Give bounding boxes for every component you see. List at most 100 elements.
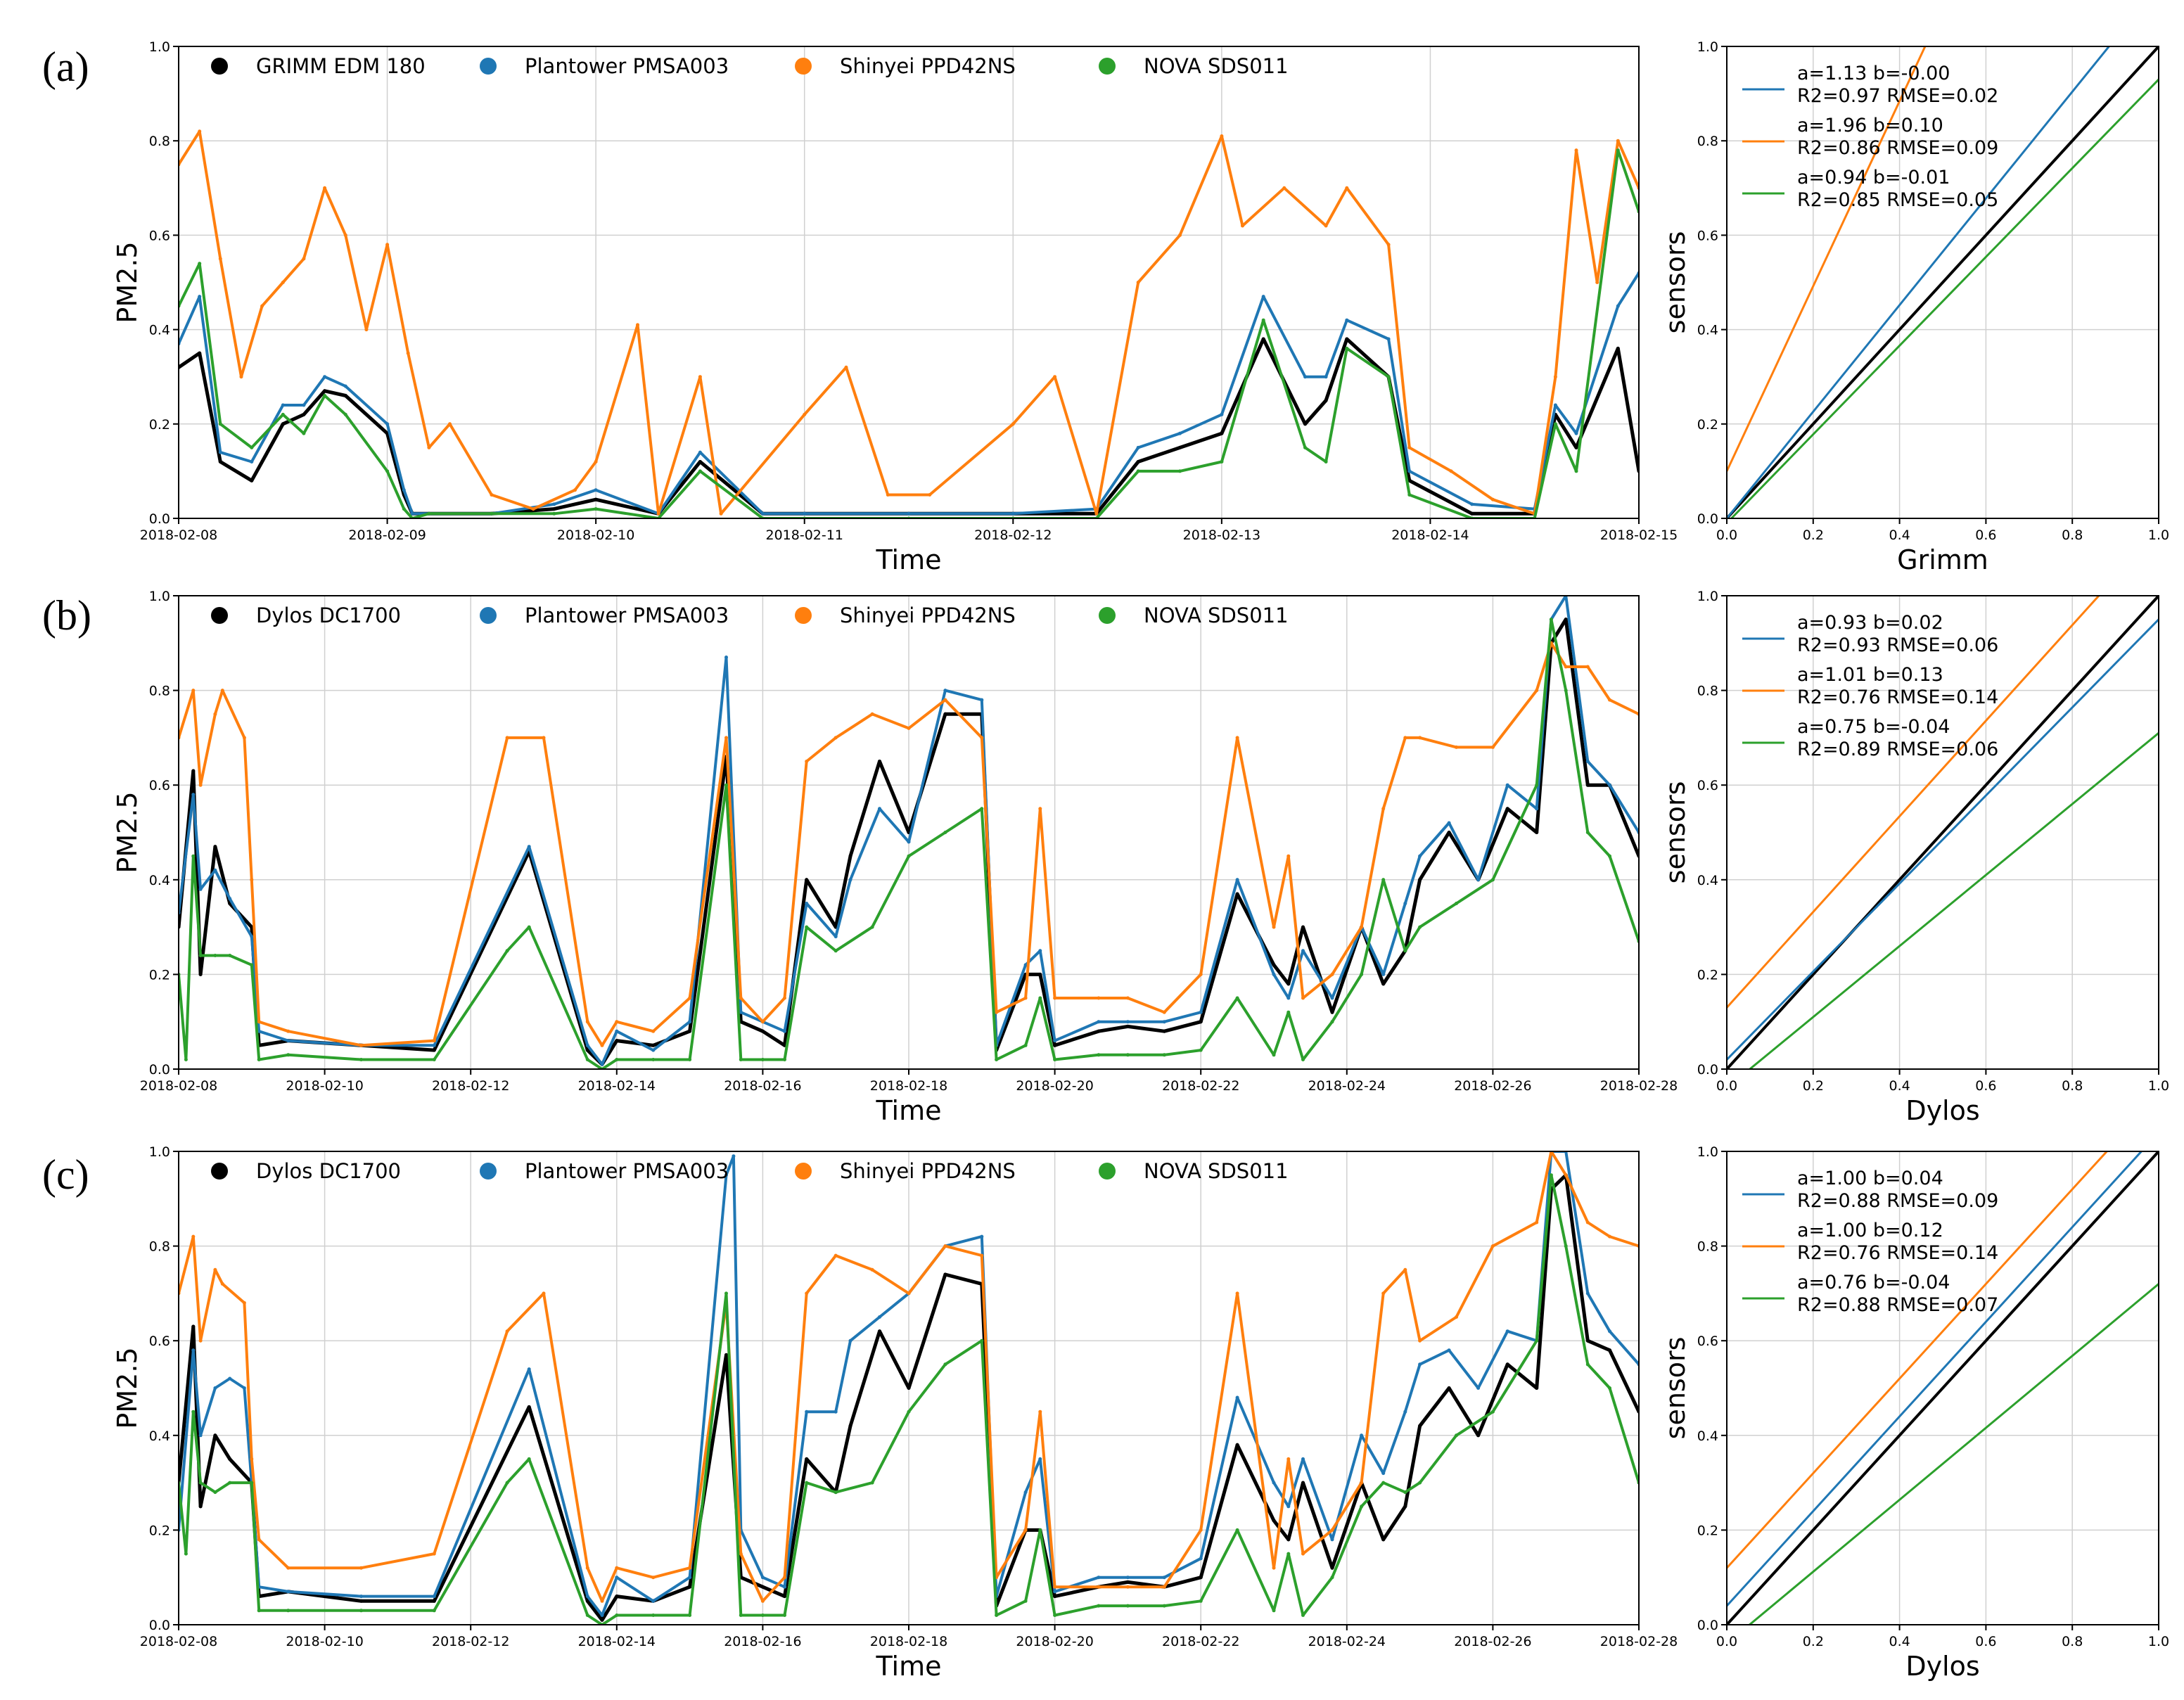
x-tick-label: 2018-02-20 [1016, 1078, 1093, 1094]
y-tick-label: 0.0 [1697, 1062, 1718, 1078]
data-point [1476, 878, 1481, 882]
data-point [870, 1481, 874, 1485]
data-point [505, 949, 509, 953]
plot-frame [1726, 1151, 2159, 1625]
data-point [1381, 972, 1386, 976]
data-point [1235, 736, 1239, 740]
data-point [594, 507, 598, 511]
data-point [1053, 1585, 1057, 1589]
data-point [615, 1613, 619, 1617]
data-point [1403, 1267, 1407, 1272]
data-point [1535, 783, 1539, 787]
data-point [1386, 375, 1391, 379]
data-point [228, 1481, 232, 1485]
data-point [198, 295, 202, 299]
data-point [907, 726, 911, 730]
data-point [585, 1613, 589, 1617]
data-point [505, 1481, 509, 1485]
data-point [1407, 478, 1412, 482]
fit-line [1727, 618, 2159, 1061]
data-point [1418, 925, 1422, 929]
fit-coefficients: a=0.75 b=-0.04 [1797, 716, 1950, 738]
data-point [1418, 878, 1422, 882]
data-point [1094, 511, 1099, 516]
data-point [1535, 1338, 1539, 1343]
data-point [870, 925, 874, 929]
data-point [1162, 1020, 1166, 1024]
data-point [505, 1329, 509, 1334]
data-point [250, 1457, 254, 1461]
data-point [505, 736, 509, 740]
data-point [870, 1267, 874, 1272]
data-point [198, 954, 203, 957]
data-point [1608, 1348, 1611, 1353]
data-point [191, 854, 196, 858]
data-point [1220, 460, 1224, 464]
data-point [1301, 996, 1305, 1000]
data-point [760, 1020, 765, 1024]
data-point [1490, 745, 1495, 749]
data-point [615, 1039, 619, 1043]
x-tick-label: 2018-02-16 [724, 1078, 801, 1094]
data-point [1447, 831, 1451, 834]
data-point [527, 1367, 531, 1372]
data-point [1053, 1039, 1057, 1043]
data-point [213, 845, 217, 849]
legend-label: GRIMM EDM 180 [256, 54, 426, 78]
data-point [1360, 972, 1364, 976]
data-point [198, 783, 203, 787]
data-point [1235, 1443, 1239, 1447]
data-point [1574, 445, 1578, 449]
data-point [783, 1029, 786, 1033]
data-point [1564, 618, 1568, 622]
data-point [907, 1410, 911, 1414]
fit-coefficients: a=1.00 b=0.12 [1797, 1220, 1943, 1241]
panel-letter: (a) [42, 44, 89, 90]
data-point [943, 698, 947, 702]
data-point [1595, 281, 1599, 284]
data-point [1272, 1609, 1276, 1613]
fit-line [1727, 1151, 2143, 1607]
data-point [1585, 1338, 1590, 1343]
data-point [1418, 736, 1422, 740]
data-point [257, 1020, 261, 1024]
data-point [250, 1481, 254, 1485]
data-point [1549, 618, 1553, 622]
data-point [402, 507, 406, 511]
data-point [198, 1433, 203, 1438]
data-point [198, 972, 203, 976]
chart-a-ts: 2018-02-08 2018-02-09 2018-02-10 2018-02-11… [42, 39, 1678, 575]
data-point [281, 403, 285, 407]
data-point [281, 412, 285, 416]
data-point [1038, 1410, 1042, 1414]
y-tick-label: 0.2 [149, 417, 170, 433]
legend-marker [795, 607, 812, 624]
data-point [1418, 1424, 1422, 1428]
data-point [1345, 337, 1349, 341]
data-point [651, 1599, 656, 1603]
x-tick-label: 1.0 [2148, 1634, 2169, 1649]
x-tick-label: 0.4 [1889, 1078, 1910, 1094]
data-point [1407, 469, 1412, 473]
x-tick-label: 0.6 [1975, 1078, 1996, 1094]
y-tick-label: 0.0 [1697, 1618, 1718, 1633]
data-point [688, 1566, 692, 1570]
data-point [844, 365, 848, 369]
chart-c-ts: 2018-02-08 2018-02-10 2018-02-12 2018-02-14… [42, 1144, 1678, 1682]
data-point [651, 1613, 656, 1617]
data-point [250, 963, 254, 967]
fit-statistics: R2=0.88 RMSE=0.09 [1797, 1190, 1998, 1212]
data-point [1608, 1234, 1611, 1239]
data-point [184, 1058, 188, 1061]
y-tick-label: 0.4 [149, 323, 170, 338]
data-point [239, 375, 243, 379]
data-point [1136, 281, 1140, 284]
data-point [385, 469, 390, 473]
data-point [286, 1566, 290, 1570]
x-tick-label: 2018-02-18 [870, 1078, 947, 1094]
data-point [615, 1566, 619, 1570]
data-point [834, 736, 838, 740]
data-point [1505, 1329, 1509, 1334]
series-line-grimm-edm-180 [179, 337, 1639, 516]
x-tick-label: 2018-02-12 [974, 528, 1052, 543]
